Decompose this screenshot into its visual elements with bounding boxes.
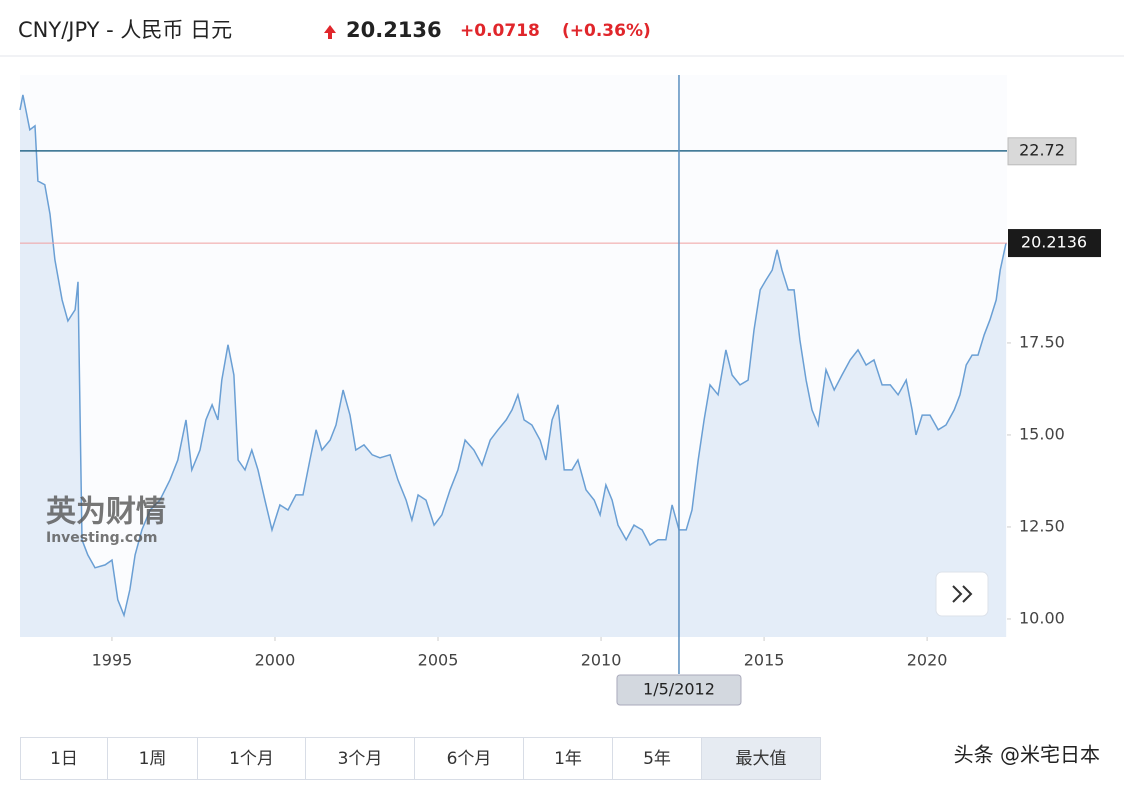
y-tick-label: 10.00 (1019, 608, 1065, 627)
crosshair-y-box (1007, 137, 1077, 166)
x-tick-label: 1995 (92, 651, 133, 670)
range-button[interactable]: 1日 (20, 737, 108, 780)
x-tick-label: 2005 (418, 651, 459, 670)
footer-credit: 头条 @米宅日本 (954, 743, 1100, 767)
range-button[interactable]: 最大值 (701, 737, 821, 780)
y-tick-label: 15.00 (1019, 424, 1065, 443)
area (20, 94, 1007, 637)
crosshair-x-box (616, 674, 742, 706)
range-button[interactable]: 6个月 (414, 737, 524, 780)
crosshair-x-label: 1/5/2012 (643, 680, 715, 699)
x-tick-label: 2000 (255, 651, 296, 670)
pair-title: CNY/JPY - 人民币 日元 (18, 18, 232, 42)
x-tick-label: 2010 (581, 651, 622, 670)
x-tick-label: 2020 (907, 651, 948, 670)
current-price-label: 20.2136 (1021, 233, 1087, 252)
crosshair-y-label: 22.72 (1019, 140, 1065, 159)
change: +0.0718 (460, 21, 540, 41)
y-tick-label: 17.50 (1019, 332, 1065, 351)
price: 20.2136 (346, 18, 442, 42)
current-price-box (1008, 229, 1101, 258)
price-line (19, 94, 1007, 618)
x-tick-label: 2015 (744, 651, 785, 670)
change-pct: (+0.36%) (562, 21, 651, 41)
y-tick-label: 12.50 (1019, 516, 1065, 535)
range-button[interactable]: 1年 (523, 737, 613, 780)
range-button[interactable]: 1周 (107, 737, 198, 780)
expand-button[interactable] (935, 571, 989, 617)
watermark-brand: 英为财情 (46, 495, 166, 530)
range-button[interactable]: 5年 (612, 737, 702, 780)
range-button[interactable]: 3个月 (305, 737, 415, 780)
range-button[interactable]: 1个月 (197, 737, 306, 780)
up-arrow (324, 25, 336, 39)
watermark-site: Investing.com (46, 530, 157, 546)
